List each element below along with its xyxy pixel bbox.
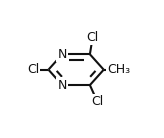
Text: N: N bbox=[58, 79, 67, 92]
Text: Cl: Cl bbox=[86, 31, 99, 44]
Text: Cl: Cl bbox=[27, 63, 39, 76]
Text: N: N bbox=[58, 48, 67, 61]
Text: Cl: Cl bbox=[91, 95, 103, 108]
Text: CH₃: CH₃ bbox=[107, 63, 130, 76]
